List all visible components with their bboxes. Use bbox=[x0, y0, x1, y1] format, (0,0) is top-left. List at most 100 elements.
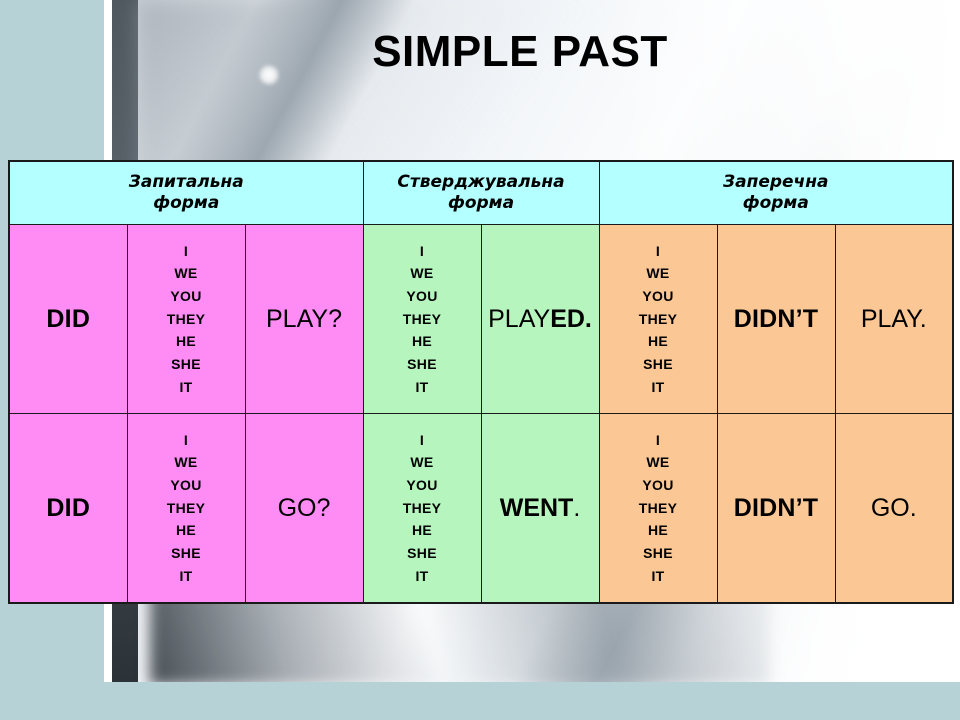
negative-verb-main: GO bbox=[870, 493, 910, 522]
pronoun-list: I WE YOU THEY HE SHE IT bbox=[364, 429, 481, 588]
affirmative-verb-text: PLAYED. bbox=[488, 305, 592, 333]
pronoun-item: HE bbox=[175, 522, 197, 539]
pronoun-item: IT bbox=[415, 567, 429, 584]
pronoun-item: SHE bbox=[643, 545, 673, 561]
interrogative-verb-suffix: ? bbox=[328, 304, 342, 333]
photo-lens-glint bbox=[258, 64, 280, 86]
pronoun-item: WE bbox=[646, 454, 670, 471]
header-negative-line1: Заперечна bbox=[723, 171, 829, 192]
interrogative-verb-text: GO? bbox=[278, 494, 331, 522]
pronoun-item: WE bbox=[646, 265, 670, 282]
pronoun-item: HE bbox=[411, 522, 433, 539]
pronoun-item: WE bbox=[174, 265, 198, 282]
pronoun-item: SHE bbox=[171, 356, 201, 372]
cell-interrogative-aux: DID bbox=[8, 224, 128, 414]
pronoun-item: THEY bbox=[166, 310, 206, 327]
interrogative-verb-main: PLAY bbox=[266, 304, 329, 333]
cell-negative-aux: DIDN’T bbox=[716, 413, 836, 604]
pronoun-item: IT bbox=[415, 378, 429, 395]
pronoun-item: YOU bbox=[170, 287, 202, 304]
pronoun-item: THEY bbox=[402, 499, 442, 516]
pronoun-item: SHE bbox=[407, 545, 437, 561]
pronoun-list: I WE YOU THEY HE SHE IT bbox=[600, 429, 717, 588]
pronoun-item: YOU bbox=[642, 287, 674, 304]
header-interrogative-line1: Запитальна bbox=[128, 171, 244, 192]
pronoun-item: SHE bbox=[643, 356, 673, 372]
cell-affirmative-verb: WENT. bbox=[480, 413, 600, 604]
pronoun-item: SHE bbox=[407, 356, 437, 372]
cell-negative-aux: DIDN’T bbox=[716, 224, 836, 414]
pronoun-item: IT bbox=[179, 567, 193, 584]
interrogative-verb-suffix: ? bbox=[316, 493, 331, 522]
pronoun-item: THEY bbox=[402, 310, 442, 327]
cell-negative-verb: PLAY. bbox=[834, 224, 954, 414]
slide-bottom-band bbox=[0, 682, 960, 720]
cell-negative-pronouns: I WE YOU THEY HE SHE IT bbox=[598, 224, 718, 414]
simple-past-table: Запитальна форма Стверджувальна форма За… bbox=[8, 160, 954, 604]
negative-verb-main: PLAY bbox=[860, 304, 920, 333]
pronoun-item: WE bbox=[410, 265, 434, 282]
interrogative-verb-main: GO bbox=[277, 493, 317, 522]
table-body: DID I WE YOU THEY HE SHE IT PLAY? bbox=[8, 224, 954, 604]
pronoun-item: YOU bbox=[406, 287, 438, 304]
pronoun-item: I bbox=[183, 431, 189, 448]
interrogative-aux-text: DID bbox=[46, 493, 91, 522]
table-header: Запитальна форма Стверджувальна форма За… bbox=[8, 160, 954, 225]
pronoun-item: I bbox=[419, 431, 425, 448]
pronoun-item: YOU bbox=[406, 476, 438, 493]
negative-aux-text: DIDN’T bbox=[733, 304, 819, 333]
cell-affirmative-verb: PLAYED. bbox=[480, 224, 600, 414]
negative-verb-text: PLAY. bbox=[861, 305, 927, 333]
pronoun-item: YOU bbox=[170, 476, 202, 493]
negative-verb-text: GO. bbox=[871, 494, 917, 522]
header-affirmative-line1: Стверджувальна bbox=[397, 171, 565, 192]
pronoun-item: I bbox=[419, 242, 425, 259]
cell-interrogative-verb: GO? bbox=[244, 413, 364, 604]
header-interrogative: Запитальна форма bbox=[8, 160, 364, 225]
cell-interrogative-pronouns: I WE YOU THEY HE SHE IT bbox=[126, 413, 246, 604]
pronoun-item: IT bbox=[651, 567, 665, 584]
pronoun-item: HE bbox=[175, 333, 197, 350]
pronoun-item: IT bbox=[179, 378, 193, 395]
cell-negative-verb: GO. bbox=[834, 413, 954, 604]
affirmative-verb-text: WENT. bbox=[500, 494, 581, 522]
cell-affirmative-pronouns: I WE YOU THEY HE SHE IT bbox=[362, 413, 482, 604]
pronoun-item: SHE bbox=[171, 545, 201, 561]
negative-verb-suffix: . bbox=[909, 493, 917, 522]
header-negative: Заперечна форма bbox=[598, 160, 954, 225]
cell-affirmative-pronouns: I WE YOU THEY HE SHE IT bbox=[362, 224, 482, 414]
negative-aux-text: DIDN’T bbox=[733, 493, 819, 522]
pronoun-item: I bbox=[183, 242, 189, 259]
page-title: SIMPLE PAST bbox=[372, 27, 668, 76]
affirmative-verb-suffix: . bbox=[573, 493, 581, 522]
pronoun-list: I WE YOU THEY HE SHE IT bbox=[364, 240, 481, 399]
affirmative-verb-main: WENT bbox=[499, 493, 574, 522]
cell-interrogative-pronouns: I WE YOU THEY HE SHE IT bbox=[126, 224, 246, 414]
cell-interrogative-aux: DID bbox=[8, 413, 128, 604]
negative-verb-suffix: . bbox=[919, 304, 927, 333]
pronoun-item: I bbox=[655, 242, 661, 259]
pronoun-item: THEY bbox=[638, 310, 678, 327]
pronoun-item: IT bbox=[651, 378, 665, 395]
header-negative-line2: форма bbox=[742, 193, 809, 213]
interrogative-aux-text: DID bbox=[46, 304, 91, 333]
pronoun-item: THEY bbox=[638, 499, 678, 516]
pronoun-list: I WE YOU THEY HE SHE IT bbox=[600, 240, 717, 399]
header-interrogative-line2: форма bbox=[153, 193, 220, 213]
pronoun-item: THEY bbox=[166, 499, 206, 516]
pronoun-list: I WE YOU THEY HE SHE IT bbox=[128, 429, 245, 588]
pronoun-item: I bbox=[655, 431, 661, 448]
header-affirmative: Стверджувальна форма bbox=[362, 160, 600, 225]
cell-negative-pronouns: I WE YOU THEY HE SHE IT bbox=[598, 413, 718, 604]
pronoun-item: WE bbox=[174, 454, 198, 471]
table-row: DID I WE YOU THEY HE SHE IT PLAY? bbox=[8, 224, 954, 414]
pronoun-item: HE bbox=[647, 522, 669, 539]
pronoun-item: YOU bbox=[642, 476, 674, 493]
pronoun-item: HE bbox=[411, 333, 433, 350]
interrogative-verb-text: PLAY? bbox=[266, 305, 342, 333]
affirmative-verb-suffix: ED. bbox=[550, 304, 592, 333]
table-row: DID I WE YOU THEY HE SHE IT GO? bbox=[8, 413, 954, 604]
affirmative-verb-main: PLAY bbox=[488, 304, 551, 333]
cell-interrogative-verb: PLAY? bbox=[244, 224, 364, 414]
